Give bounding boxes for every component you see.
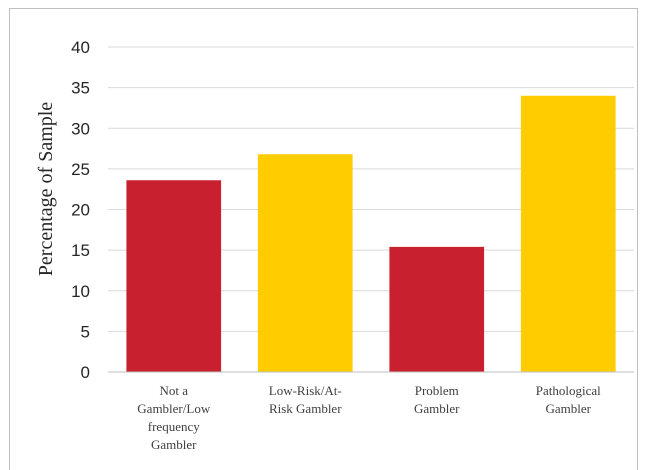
bar-chart: 0 5 10 15 20 25 30 35 40 Not a Gambler/Low frequen… bbox=[35, 38, 634, 452]
x-category-label-line: Risk Gambler bbox=[269, 401, 342, 416]
x-category-label-line: Gambler bbox=[546, 401, 592, 416]
y-tick-label: 30 bbox=[71, 119, 90, 138]
y-tick-label: 25 bbox=[71, 160, 90, 179]
x-category-label: Pathological Gambler bbox=[536, 383, 601, 416]
chart-frame: 0 5 10 15 20 25 30 35 40 Not a Gambler/Low frequen… bbox=[9, 8, 638, 470]
x-category-label-line: Gambler bbox=[151, 437, 197, 452]
y-tick-label: 40 bbox=[71, 38, 90, 57]
x-category-label: Low-Risk/At- Risk Gambler bbox=[269, 383, 342, 416]
bars bbox=[126, 95, 616, 372]
y-tick-labels: 0 5 10 15 20 25 30 35 40 bbox=[71, 38, 90, 382]
y-tick-label: 35 bbox=[71, 79, 90, 98]
y-tick-label: 5 bbox=[81, 322, 90, 341]
bar-0 bbox=[126, 180, 222, 372]
y-tick-label: 20 bbox=[71, 201, 90, 220]
y-tick-label: 10 bbox=[71, 282, 90, 301]
bar-1 bbox=[257, 154, 353, 372]
x-category-label-line: Pathological bbox=[536, 383, 601, 398]
x-category-label: Problem Gambler bbox=[414, 383, 460, 416]
x-category-label-line: Gambler/Low bbox=[137, 401, 211, 416]
x-category-labels: Not a Gambler/Low frequency Gambler Low-Risk… bbox=[137, 383, 601, 452]
x-category-label-line: Gambler bbox=[414, 401, 460, 416]
y-axis-title: Percentage of Sample bbox=[35, 102, 57, 276]
x-category-label-line: Problem bbox=[415, 383, 459, 398]
x-category-label-line: frequency bbox=[148, 419, 200, 434]
y-tick-label: 15 bbox=[71, 241, 90, 260]
x-category-label-line: Low-Risk/At- bbox=[269, 383, 342, 398]
bar-2 bbox=[389, 246, 485, 372]
bar-3 bbox=[520, 95, 616, 372]
x-category-label: Not a Gambler/Low frequency Gambler bbox=[137, 383, 211, 452]
y-tick-label: 0 bbox=[81, 363, 90, 382]
x-category-label-line: Not a bbox=[159, 383, 188, 398]
